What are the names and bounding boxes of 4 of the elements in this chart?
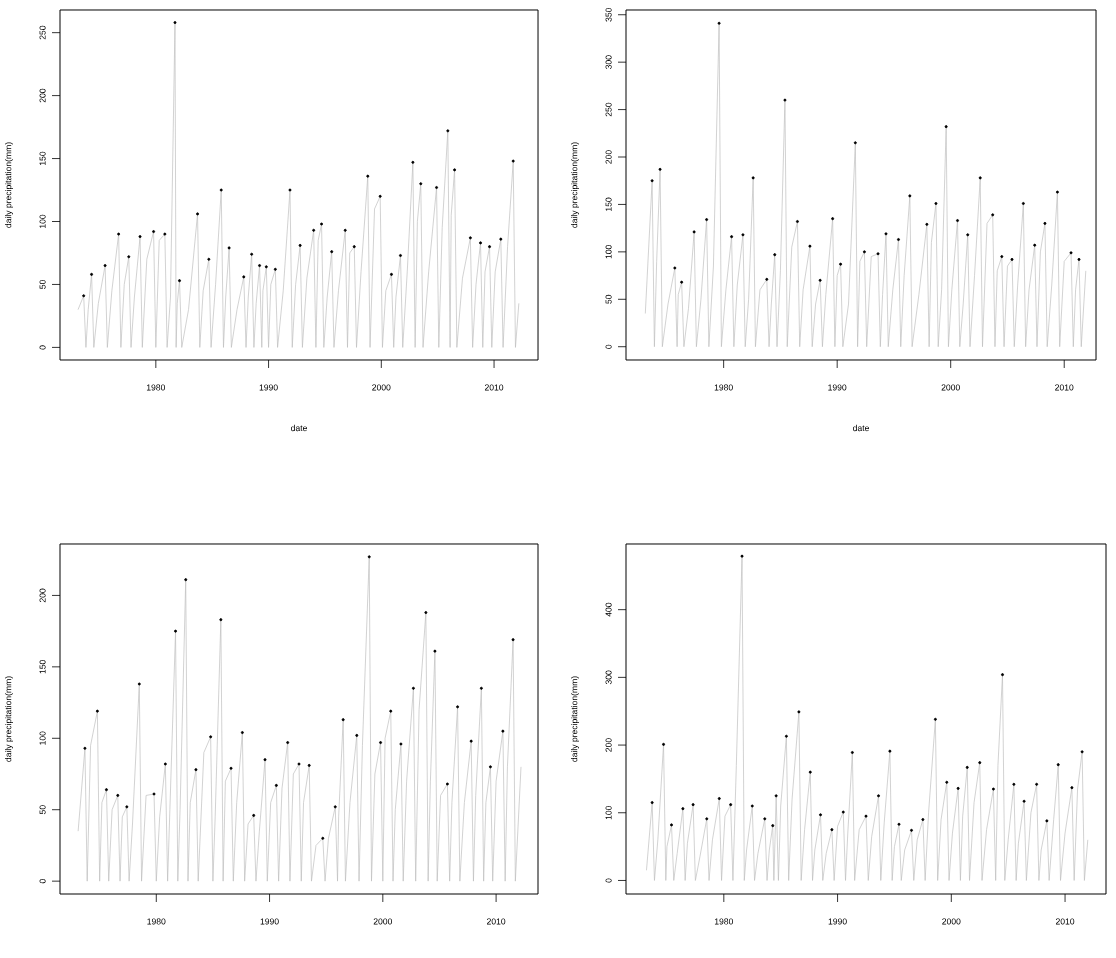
line-series xyxy=(644,22,1087,348)
line-series xyxy=(646,555,1089,881)
line-series xyxy=(77,22,520,348)
line-series xyxy=(77,556,522,882)
